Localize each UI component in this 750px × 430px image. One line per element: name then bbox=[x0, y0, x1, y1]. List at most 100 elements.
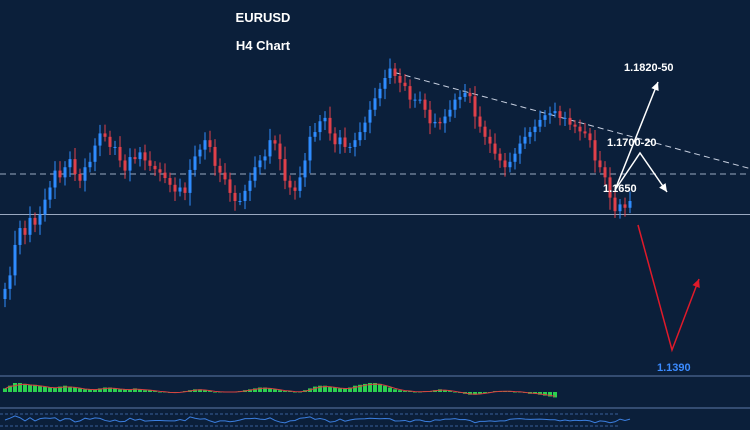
candle-117 bbox=[583, 122, 587, 138]
candle-body-49 bbox=[243, 190, 247, 202]
macd-bar-69 bbox=[343, 388, 347, 392]
candle-20 bbox=[98, 124, 102, 157]
candle-body-107 bbox=[533, 126, 537, 133]
candle-82 bbox=[408, 79, 412, 109]
candle-body-75 bbox=[373, 98, 377, 110]
candle-body-105 bbox=[523, 136, 527, 144]
candle-104 bbox=[518, 135, 522, 164]
rejection-arrow-from-1-1700 bbox=[614, 151, 668, 193]
candle-body-99 bbox=[493, 143, 497, 154]
candle-102 bbox=[508, 152, 512, 173]
candle-body-11 bbox=[53, 170, 57, 188]
chart-subtitle: H4 Chart bbox=[236, 38, 291, 53]
macd-bar-43 bbox=[213, 392, 217, 393]
candle-12 bbox=[58, 161, 62, 183]
candle-body-109 bbox=[543, 115, 547, 120]
candle-70 bbox=[348, 142, 352, 154]
candle-86 bbox=[428, 100, 432, 135]
candle-body-83 bbox=[413, 99, 417, 101]
macd-bar-67 bbox=[333, 387, 337, 392]
candle-body-78 bbox=[388, 68, 392, 78]
candle-14 bbox=[68, 151, 72, 177]
macd-bar-107 bbox=[533, 392, 537, 394]
annotations bbox=[614, 81, 700, 353]
macd-bar-10 bbox=[48, 387, 52, 392]
candle-78 bbox=[388, 58, 392, 84]
candle-8 bbox=[38, 206, 42, 235]
candle-body-115 bbox=[573, 124, 577, 127]
candle-body-19 bbox=[93, 145, 97, 162]
macd-bar-29 bbox=[143, 390, 147, 392]
candle-88 bbox=[438, 117, 442, 130]
candle-body-7 bbox=[33, 217, 37, 225]
candle-body-14 bbox=[68, 159, 72, 168]
macd-bar-97 bbox=[483, 392, 487, 393]
candle-body-43 bbox=[213, 146, 217, 166]
candle-15 bbox=[73, 148, 77, 182]
candle-4 bbox=[18, 220, 22, 255]
candle-body-103 bbox=[513, 153, 517, 162]
candle-body-118 bbox=[588, 133, 592, 141]
candle-85 bbox=[423, 93, 427, 118]
candle-body-61 bbox=[303, 160, 307, 178]
candle-body-98 bbox=[488, 136, 492, 144]
candle-body-47 bbox=[233, 192, 237, 202]
macd-bar-31 bbox=[153, 391, 157, 392]
candle-37 bbox=[183, 182, 187, 201]
candle-43 bbox=[213, 139, 217, 176]
candle-110 bbox=[548, 106, 552, 124]
macd-bar-8 bbox=[38, 385, 42, 392]
candle-body-27 bbox=[133, 157, 137, 160]
macd-bar-20 bbox=[98, 388, 102, 392]
macd-bar-51 bbox=[253, 388, 257, 392]
candle-30 bbox=[148, 151, 152, 172]
candle-body-125 bbox=[623, 204, 627, 208]
macd-bar-111 bbox=[553, 392, 557, 398]
candle-body-46 bbox=[228, 179, 232, 193]
candle-body-112 bbox=[558, 111, 562, 118]
candle-body-36 bbox=[178, 187, 182, 192]
candle-83 bbox=[413, 93, 417, 108]
candle-body-106 bbox=[528, 132, 532, 137]
candle-body-57 bbox=[283, 159, 287, 181]
candle-body-2 bbox=[8, 275, 12, 289]
candle-38 bbox=[188, 159, 192, 206]
macd-bar-65 bbox=[323, 385, 327, 392]
candle-body-73 bbox=[363, 122, 367, 133]
candle-54 bbox=[268, 128, 272, 164]
macd-bar-41 bbox=[203, 390, 207, 392]
candle-109 bbox=[543, 110, 547, 127]
macd-bar-78 bbox=[388, 387, 392, 392]
candle-body-86 bbox=[428, 109, 432, 124]
candle-84 bbox=[418, 91, 422, 104]
candle-120 bbox=[598, 151, 602, 173]
candle-body-72 bbox=[358, 132, 362, 141]
candle-107 bbox=[533, 119, 537, 142]
candle-body-89 bbox=[443, 116, 447, 124]
candle-body-59 bbox=[293, 187, 297, 191]
candle-body-63 bbox=[313, 132, 317, 137]
macd-bar-52 bbox=[258, 387, 262, 392]
candle-26 bbox=[128, 148, 132, 182]
candle-6 bbox=[28, 206, 32, 243]
descending-trendline bbox=[394, 72, 750, 170]
macd-bar-25 bbox=[123, 389, 127, 392]
candle-body-91 bbox=[453, 99, 457, 110]
macd-bar-15 bbox=[73, 387, 77, 392]
candle-body-111 bbox=[553, 111, 557, 114]
macd-bar-53 bbox=[263, 387, 267, 392]
candle-body-88 bbox=[438, 121, 442, 124]
level-label-3: 1.1650 bbox=[603, 183, 637, 195]
candle-body-55 bbox=[273, 140, 277, 144]
candle-body-104 bbox=[518, 143, 522, 154]
candle-body-4 bbox=[18, 228, 22, 245]
candle-108 bbox=[538, 110, 542, 133]
candle-body-101 bbox=[503, 160, 507, 168]
candle-16 bbox=[78, 168, 82, 189]
candle-91 bbox=[453, 93, 457, 118]
candle-65 bbox=[323, 111, 327, 131]
candle-body-22 bbox=[108, 136, 112, 147]
macd-bar-68 bbox=[338, 388, 342, 392]
candle-41 bbox=[203, 132, 207, 160]
candle-body-68 bbox=[338, 137, 342, 145]
